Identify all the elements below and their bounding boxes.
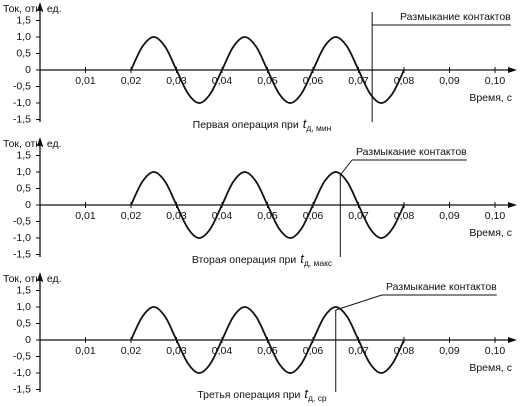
annotation-leader	[335, 294, 383, 311]
caption: Третья операция при tд, ср	[197, 386, 327, 403]
x-tick-label: 0,06	[303, 75, 324, 87]
x-axis-arrow	[508, 67, 517, 73]
y-axis-arrow	[37, 137, 43, 146]
x-tick-label: 0,08	[394, 75, 415, 87]
y-tick-label: -1,0	[13, 232, 31, 244]
x-axis-arrow	[508, 337, 517, 343]
x-tick-label: 0,07	[348, 345, 369, 357]
x-tick-label: 0,02	[121, 210, 142, 222]
y-tick-label: 0	[25, 199, 31, 211]
caption-subscript: д, мин	[306, 123, 331, 133]
x-tick-label: 0,09	[439, 75, 460, 87]
y-tick-label: 1,0	[16, 301, 31, 313]
caption-text: Вторая операция при	[192, 254, 297, 266]
x-axis-arrow	[508, 202, 517, 208]
x-tick-label: 0,06	[303, 345, 324, 357]
x-tick-label: 0,10	[485, 75, 506, 87]
x-tick-label: 0,01	[75, 345, 96, 357]
current-curve	[130, 306, 405, 374]
x-tick-label: 0,07	[348, 75, 369, 87]
y-tick-label: 1,0	[16, 31, 31, 43]
caption: Первая операция при tд, мин	[193, 116, 332, 133]
y-tick-label: 0,5	[16, 317, 31, 329]
x-tick-label: 0,04	[212, 75, 233, 87]
y-tick-label: -1,5	[13, 383, 31, 395]
current-curve	[130, 171, 405, 239]
y-tick-label: 0,5	[16, 47, 31, 59]
x-tick-label: 0,09	[439, 210, 460, 222]
x-tick-label: 0,01	[75, 210, 96, 222]
caption-subscript: д, ср	[308, 393, 327, 403]
x-tick-label: 0,03	[166, 75, 187, 87]
caption-symbol: t	[304, 386, 309, 401]
y-axis-label: Ток, отн. ед.	[3, 273, 62, 285]
y-axis-label: Ток, отн. ед.	[3, 3, 62, 15]
current-curve	[130, 36, 405, 104]
y-tick-label: 0,5	[16, 182, 31, 194]
y-tick-label: -1,0	[13, 97, 31, 109]
x-axis-label: Время, с	[469, 227, 512, 239]
caption-text: Третья операция при	[197, 389, 300, 401]
annotation-leader	[339, 159, 353, 176]
x-tick-label: 0,06	[303, 210, 324, 222]
x-tick-label: 0,03	[166, 210, 187, 222]
x-tick-label: 0,10	[485, 210, 506, 222]
x-tick-label: 0,02	[121, 75, 142, 87]
y-tick-label: -0,5	[13, 80, 31, 92]
x-tick-label: 0,05	[257, 75, 278, 87]
caption-text: Первая операция при	[193, 119, 299, 131]
x-tick-label: 0,02	[121, 345, 142, 357]
annotation-label: Размыкание контактов	[356, 146, 467, 158]
caption: Вторая операция при tд, макс	[192, 251, 333, 268]
x-tick-label: 0,08	[394, 210, 415, 222]
x-tick-label: 0,03	[166, 345, 187, 357]
caption-symbol: t	[303, 116, 308, 131]
y-axis-arrow	[37, 2, 43, 11]
y-tick-label: 0	[25, 64, 31, 76]
y-tick-label: -1,5	[13, 113, 31, 125]
caption-symbol: t	[300, 251, 305, 266]
y-tick-label: 1,0	[16, 166, 31, 178]
y-axis-label: Ток, отн. ед.	[3, 138, 62, 150]
x-tick-label: 0,08	[394, 345, 415, 357]
x-tick-label: 0,09	[439, 345, 460, 357]
y-tick-label: 1,5	[16, 284, 31, 296]
y-tick-label: 1,5	[16, 149, 31, 161]
x-tick-label: 0,01	[75, 75, 96, 87]
y-axis-arrow	[37, 272, 43, 281]
annotation-label: Размыкание контактов	[400, 11, 511, 23]
x-tick-label: 0,04	[212, 210, 233, 222]
y-tick-label: -1,0	[13, 367, 31, 379]
x-tick-label: 0,05	[257, 345, 278, 357]
y-tick-label: 0	[25, 334, 31, 346]
x-tick-label: 0,10	[485, 345, 506, 357]
x-tick-label: 0,07	[348, 210, 369, 222]
x-axis-label: Время, с	[469, 362, 512, 374]
x-tick-label: 0,05	[257, 210, 278, 222]
x-axis-label: Время, с	[469, 92, 512, 104]
y-tick-label: -1,5	[13, 248, 31, 260]
y-tick-label: -0,5	[13, 350, 31, 362]
x-tick-label: 0,04	[212, 345, 233, 357]
annotation-label: Размыкание контактов	[386, 281, 497, 293]
y-tick-label: 1,5	[16, 14, 31, 26]
caption-subscript: д, макс	[304, 258, 333, 268]
y-tick-label: -0,5	[13, 215, 31, 227]
